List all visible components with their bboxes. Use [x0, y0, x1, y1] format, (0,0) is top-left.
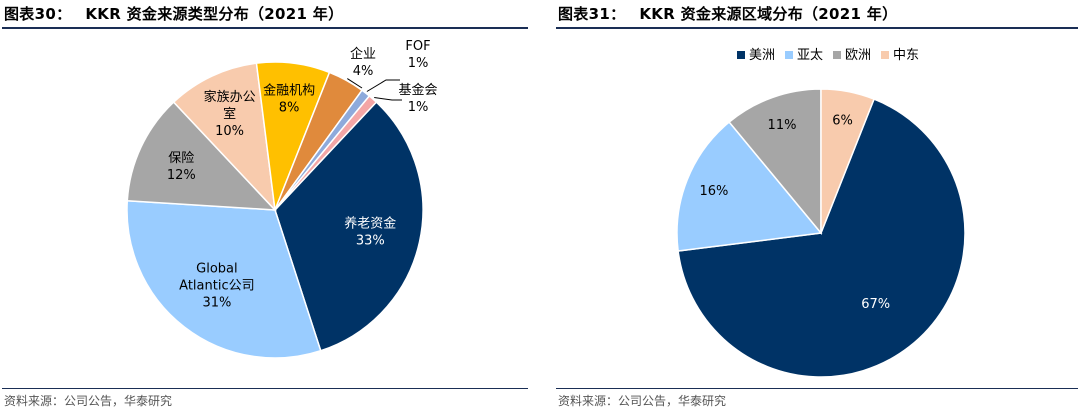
slice-value-label: 1%	[408, 56, 429, 71]
slice-label-保险: 保险 12%	[167, 151, 196, 183]
slice-name-label: 基金会	[398, 82, 437, 98]
figure-number: 图表31：	[558, 5, 626, 23]
legend-label-中东: 中东	[893, 48, 919, 63]
slice-label-金融机构: 金融机构 8%	[263, 82, 315, 115]
chart-panel-region: 图表31： KKR 资金来源区域分布（2021 年） 美洲 亚太 欧洲 中东 67% 16%…	[554, 0, 1080, 412]
slice-label-global-atlantic公司: Global Atlantic公司 31%	[179, 261, 254, 310]
legend-swatch-亚太	[785, 51, 793, 59]
slice-name-label: Atlantic公司	[179, 278, 254, 293]
slice-value-label: 6%	[832, 113, 853, 128]
slice-label-家族办公室: 家族办公室 10%	[204, 89, 256, 139]
slice-value-label: 1%	[408, 100, 429, 115]
legend-label-亚太: 亚太	[797, 48, 823, 63]
slice-label-中东: 6%	[832, 113, 853, 128]
slice-label-欧洲: 11%	[768, 118, 797, 133]
slice-value-label: 31%	[202, 295, 231, 310]
legend-swatch-欧洲	[833, 51, 841, 59]
slice-value-label: 10%	[215, 124, 244, 139]
pie-slice-基金会	[274, 94, 378, 211]
pie-chart-source-type: 养老资金 33% Global Atlantic公司 31% 保险 12% 家族办公室 10% 金…	[126, 39, 438, 359]
pie-slice-亚太	[676, 120, 823, 252]
source-note: 资料来源：公司公告，华泰研究	[4, 394, 173, 408]
chart-title: 图表30： KKR 资金来源类型分布（2021 年）	[4, 3, 343, 24]
slice-value-label: 12%	[167, 168, 196, 183]
pie-slice-养老资金	[274, 101, 424, 352]
pie-slice-global-atlantic公司	[126, 199, 322, 359]
legend-swatch-中东	[881, 51, 889, 59]
slice-label-亚太: 16%	[699, 184, 728, 199]
slice-name-label: FOF	[405, 39, 430, 54]
chart-title-text: KKR 资金来源类型分布（2021 年）	[85, 5, 344, 23]
leader-line-企业	[347, 78, 363, 89]
pie-slice-美洲	[677, 98, 966, 378]
slice-value-label: 8%	[279, 100, 300, 115]
slice-name-label: 室	[223, 106, 236, 122]
slice-label-基金会: 基金会 1%	[398, 82, 437, 115]
source-note: 资料来源：公司公告，华泰研究	[558, 394, 727, 408]
figure-number: 图表30：	[4, 5, 72, 23]
slice-name-label: 企业	[350, 46, 376, 62]
slice-label-fof: FOF 1%	[405, 39, 430, 71]
pie-slice-家族办公室	[172, 62, 277, 213]
chart-panel-source-type: 图表30： KKR 资金来源类型分布（2021 年） 养老资金 33% Global A…	[0, 0, 530, 412]
legend-label-美洲: 美洲	[749, 48, 775, 63]
footer-rule	[2, 388, 528, 389]
pie-slice-中东	[820, 88, 875, 234]
legend-label-欧洲: 欧洲	[845, 48, 871, 63]
pie-slice-保险	[126, 101, 277, 211]
slice-name-label: 养老资金	[344, 215, 396, 231]
footer-rule	[556, 388, 1078, 389]
slice-value-label: 33%	[356, 233, 385, 248]
pie-slice-欧洲	[728, 88, 822, 236]
chart-title-text: KKR 资金来源区域分布（2021 年）	[639, 5, 898, 23]
title-rule	[2, 27, 528, 29]
leader-line-基金会	[374, 97, 402, 101]
slice-name-label: 金融机构	[263, 82, 315, 98]
slice-name-label: 家族办公	[204, 89, 256, 105]
slice-name-label: Global	[196, 261, 237, 276]
slice-name-label: 保险	[168, 151, 194, 166]
chart-title: 图表31： KKR 资金来源区域分布（2021 年）	[558, 3, 897, 24]
slice-label-企业: 企业 4%	[350, 46, 376, 79]
slice-value-label: 16%	[699, 184, 728, 199]
pie-chart-region: 美洲 亚太 欧洲 中东 67% 16% 11% 6%	[676, 48, 966, 378]
slice-value-label: 67%	[861, 297, 890, 312]
title-rule	[556, 27, 1078, 29]
slice-value-label: 11%	[768, 118, 797, 133]
slice-label-美洲: 67%	[861, 297, 890, 312]
slice-value-label: 4%	[353, 64, 374, 79]
leader-line-fof	[366, 79, 400, 92]
legend-swatch-美洲	[737, 51, 745, 59]
slice-label-养老资金: 养老资金 33%	[344, 215, 396, 248]
